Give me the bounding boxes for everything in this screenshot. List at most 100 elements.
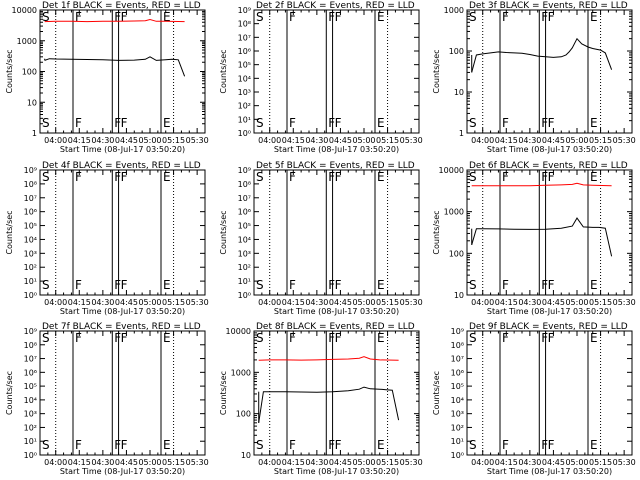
x-tick-label: 05:30 bbox=[186, 298, 209, 307]
x-tick-label: 04:45 bbox=[542, 136, 565, 145]
x-axis-label: Start Time (08-Jul-17 03:50:20) bbox=[487, 467, 612, 476]
x-tick-label: 04:30 bbox=[518, 298, 541, 307]
y-tick-label: 10⁸ bbox=[24, 341, 37, 350]
panel-title: Det 3f BLACK = Events, RED = LLD bbox=[469, 1, 628, 11]
y-tick-label: 10⁹ bbox=[238, 6, 251, 15]
marker-bottom: F bbox=[541, 278, 548, 292]
panel-title: Det 8f BLACK = Events, RED = LLD bbox=[256, 322, 415, 332]
x-axis-label: Start Time (08-Jul-17 03:50:20) bbox=[60, 467, 185, 476]
y-tick-label: 10⁹ bbox=[24, 327, 37, 336]
y-tick-label: 10⁸ bbox=[24, 180, 37, 189]
y-tick-label: 10⁵ bbox=[24, 222, 37, 231]
x-tick-label: 05:15 bbox=[162, 298, 185, 307]
x-tick-label: 05:00 bbox=[565, 298, 588, 307]
y-tick-label: 10³ bbox=[24, 410, 37, 419]
x-tick-label: 05:30 bbox=[186, 458, 209, 467]
marker-bottom: F bbox=[114, 438, 121, 452]
x-tick-label: 05:15 bbox=[162, 458, 185, 467]
series-events-line bbox=[471, 217, 613, 257]
detector-panel-6: Det 6f BLACK = Events, RED = LLD Counts/s… bbox=[432, 161, 636, 316]
panel-title: Det 4f BLACK = Events, RED = LLD bbox=[42, 161, 201, 171]
series-lld-line bbox=[258, 356, 399, 361]
x-tick-label: 04:45 bbox=[329, 458, 352, 467]
y-tick-label: 10000 bbox=[226, 327, 251, 336]
marker-top: F bbox=[114, 170, 121, 184]
marker-top: F bbox=[328, 10, 335, 24]
marker-bottom: E bbox=[590, 438, 598, 452]
y-tick-label: 10³ bbox=[238, 249, 251, 258]
marker-top: F bbox=[121, 10, 128, 24]
y-axis-label: Counts/sec bbox=[219, 49, 228, 93]
marker-top: F bbox=[502, 331, 509, 345]
marker-bottom: E bbox=[590, 116, 598, 130]
x-tick-label: 05:00 bbox=[138, 458, 161, 467]
x-tick-label: 04:00 bbox=[44, 136, 67, 145]
marker-top: E bbox=[163, 10, 171, 24]
marker-bottom: F bbox=[75, 278, 82, 292]
marker-bottom: E bbox=[377, 438, 385, 452]
x-tick-label: 05:30 bbox=[186, 136, 209, 145]
marker-top: F bbox=[548, 10, 555, 24]
marker-bottom: E bbox=[590, 278, 598, 292]
y-tick-label: 10¹ bbox=[24, 437, 37, 446]
x-tick-label: 04:45 bbox=[115, 458, 138, 467]
x-axis-label: Start Time (08-Jul-17 03:50:20) bbox=[60, 307, 185, 316]
x-tick-label: 04:00 bbox=[471, 458, 494, 467]
y-tick-label: 10⁹ bbox=[238, 166, 251, 175]
series-events-line bbox=[44, 56, 186, 77]
marker-bottom: F bbox=[328, 278, 335, 292]
x-tick-label: 04:45 bbox=[329, 298, 352, 307]
marker-top: E bbox=[377, 331, 385, 345]
series-events-line bbox=[471, 37, 613, 73]
x-tick-label: 04:00 bbox=[258, 458, 281, 467]
marker-top: F bbox=[328, 170, 335, 184]
y-tick-label: 10⁵ bbox=[238, 61, 251, 70]
y-tick-label: 10⁷ bbox=[24, 355, 37, 364]
x-tick-label: 04:30 bbox=[305, 458, 328, 467]
marker-bottom: F bbox=[548, 278, 555, 292]
y-axis-label: Counts/sec bbox=[432, 210, 441, 254]
x-tick-label: 05:15 bbox=[376, 458, 399, 467]
y-tick-label: 1000 bbox=[444, 6, 464, 15]
x-tick-label: 04:45 bbox=[329, 136, 352, 145]
marker-bottom: F bbox=[114, 278, 121, 292]
marker-bottom: F bbox=[502, 116, 509, 130]
marker-top: F bbox=[75, 10, 82, 24]
y-axis-label: Counts/sec bbox=[5, 49, 14, 93]
y-tick-label: 10⁹ bbox=[24, 166, 37, 175]
marker-top: F bbox=[335, 10, 342, 24]
detector-panel-8: Det 8f BLACK = Events, RED = LLD Counts/s… bbox=[219, 322, 423, 476]
x-tick-label: 05:15 bbox=[589, 298, 612, 307]
x-tick-label: 04:45 bbox=[115, 298, 138, 307]
x-tick-label: 04:15 bbox=[495, 136, 518, 145]
y-tick-label: 10² bbox=[238, 263, 251, 272]
marker-bottom: S bbox=[256, 438, 264, 452]
x-tick-label: 04:15 bbox=[68, 458, 91, 467]
panel-title: Det 9f BLACK = Events, RED = LLD bbox=[469, 322, 628, 332]
marker-bottom: F bbox=[75, 438, 82, 452]
marker-top: E bbox=[590, 331, 598, 345]
marker-top: S bbox=[469, 170, 477, 184]
y-tick-label: 10⁶ bbox=[24, 368, 37, 377]
x-tick-label: 04:15 bbox=[282, 298, 305, 307]
marker-top: F bbox=[502, 10, 509, 24]
x-tick-label: 04:30 bbox=[91, 136, 114, 145]
y-tick-label: 10⁰ bbox=[238, 291, 251, 300]
y-tick-label: 10⁶ bbox=[451, 368, 464, 377]
marker-top: F bbox=[114, 10, 121, 24]
marker-top: S bbox=[469, 331, 477, 345]
marker-bottom: E bbox=[163, 116, 171, 130]
series-events-line bbox=[258, 386, 400, 423]
x-tick-label: 05:30 bbox=[400, 136, 423, 145]
x-tick-label: 04:30 bbox=[518, 458, 541, 467]
x-tick-label: 05:30 bbox=[400, 298, 423, 307]
x-tick-label: 04:15 bbox=[495, 298, 518, 307]
detector-panel-5: Det 5f BLACK = Events, RED = LLD Counts/s… bbox=[219, 161, 423, 316]
plot-frame bbox=[39, 330, 206, 456]
y-axis-label: Counts/sec bbox=[432, 371, 441, 415]
marker-bottom: F bbox=[502, 278, 509, 292]
x-tick-label: 05:00 bbox=[352, 458, 375, 467]
marker-top: F bbox=[541, 10, 548, 24]
x-tick-label: 05:15 bbox=[162, 136, 185, 145]
